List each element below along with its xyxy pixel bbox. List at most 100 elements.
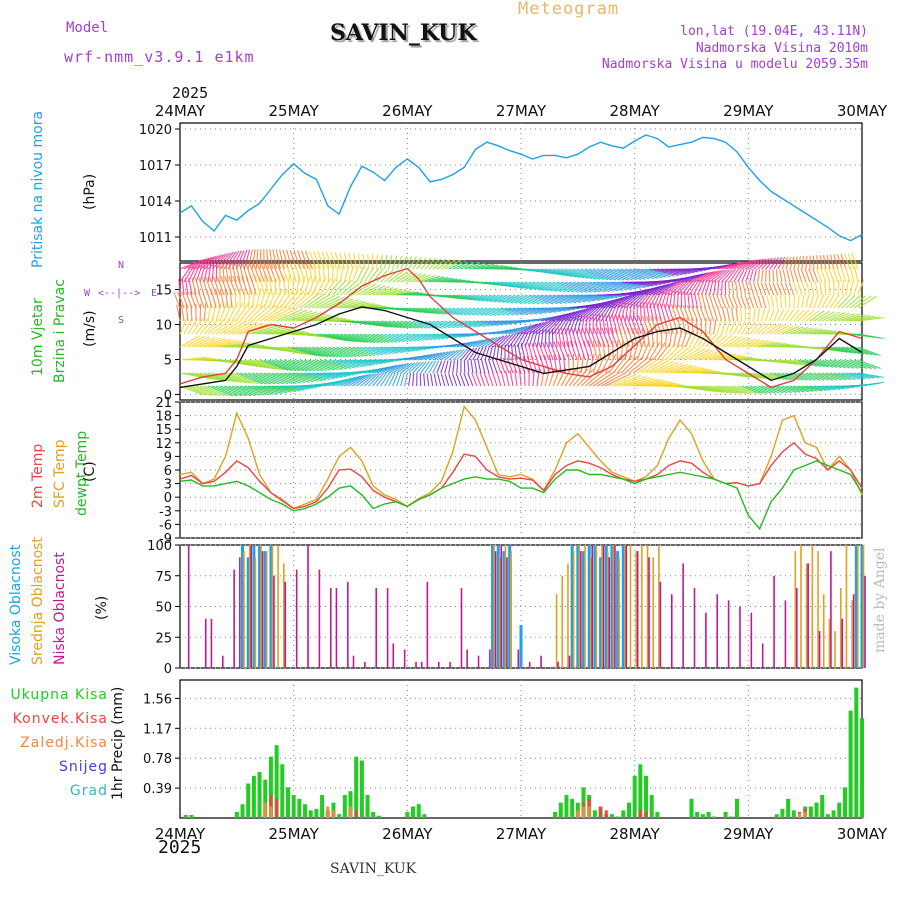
wind-barb [793, 295, 795, 309]
wind-barb [663, 316, 670, 335]
wind-barb [564, 307, 589, 322]
wind-barb [264, 372, 293, 385]
wind-barb [650, 316, 658, 335]
wind-barb [199, 318, 215, 335]
wind-barb [773, 344, 795, 348]
wind-barb [500, 307, 524, 316]
wind-barb [820, 268, 827, 283]
wind-barb [487, 371, 494, 387]
wind-barb [632, 290, 650, 309]
wind-barb [440, 360, 446, 374]
wind-barb [857, 381, 885, 387]
wind-barb [452, 261, 471, 270]
y-tick-label: -3 [159, 505, 172, 520]
wind-barb [538, 342, 546, 361]
wind-barb [641, 268, 671, 278]
wind-barb [459, 373, 466, 387]
wind-barb [809, 310, 825, 322]
wind-barb [620, 355, 639, 374]
wind-barb [396, 362, 413, 374]
wind-barb [651, 328, 654, 348]
wind-barb [464, 320, 485, 327]
wind-barb [456, 348, 468, 361]
wind-barb [727, 294, 735, 309]
wind-barb [380, 320, 402, 329]
compass-west: W [84, 288, 91, 299]
wind-barb [432, 333, 453, 339]
wind-barb [596, 371, 621, 387]
wind-barb [757, 341, 778, 348]
wind-barb [649, 268, 679, 276]
wind-barb [657, 268, 687, 275]
wind-barb [504, 325, 528, 335]
wind-barb [585, 327, 594, 348]
wind-barb [360, 346, 384, 356]
wind-barb [833, 346, 856, 354]
wind-barb [332, 279, 347, 296]
wind-barb [452, 307, 471, 316]
wind-barb [841, 294, 856, 309]
wind-barb [556, 268, 585, 279]
frz-precip-bar [803, 811, 807, 818]
total-precip-bar [337, 814, 342, 818]
y-tick-label: 25 [155, 631, 172, 646]
total-precip-bar [706, 811, 711, 818]
wind-barb [484, 294, 505, 304]
wind-barb [841, 314, 865, 322]
wind-barb [857, 279, 865, 296]
wind-barb [608, 301, 619, 322]
wind-barb [183, 335, 205, 348]
wind-barb [219, 251, 234, 270]
wind-barb [388, 255, 393, 270]
wind-barb [420, 352, 439, 361]
wind-barb [777, 325, 794, 335]
wind-barb [432, 320, 451, 329]
wind-barb [853, 265, 859, 283]
wind-barb [504, 294, 527, 305]
wind-barb [219, 302, 228, 322]
wind-barb [769, 324, 785, 335]
wind-barb [252, 359, 282, 371]
frz-precip-bar [326, 806, 330, 818]
wind-barb [805, 294, 810, 309]
total-precip-bar [564, 795, 569, 818]
pressure-line [179, 134, 863, 242]
wind-barb [544, 281, 570, 293]
model-elevation-label: Nadmorska Visina u modelu 2059.35m [601, 57, 868, 72]
wind-barb [781, 359, 802, 366]
wind-barb [318, 263, 321, 283]
wind-barb [352, 373, 371, 387]
wind-barb [788, 282, 795, 296]
wind-barb [719, 294, 727, 309]
total-precip-bar [649, 795, 654, 818]
wind-barb [554, 328, 558, 348]
wind-barb [352, 346, 376, 357]
wind-barb [841, 372, 866, 380]
total-precip-bar [621, 810, 626, 818]
wind-barb [259, 288, 267, 309]
wind-barb [826, 254, 831, 270]
wind-barb [476, 294, 497, 303]
wind-barb [542, 342, 550, 361]
wind-barb [625, 268, 654, 280]
wind-barb [584, 268, 613, 281]
wind-barb [805, 329, 827, 335]
wind-barb [769, 343, 791, 348]
wind-barb [645, 360, 670, 374]
wind-barb [697, 270, 717, 283]
wind-barb [616, 292, 640, 309]
wind-barb [464, 339, 484, 348]
wind-barb [416, 320, 435, 329]
wind-barb [516, 307, 543, 315]
wind-barb [665, 344, 681, 361]
wind-barb [368, 320, 392, 328]
y-tick-label: 1011 [139, 231, 172, 246]
wind-barb [583, 340, 590, 361]
wind-barb [229, 288, 233, 309]
frz-precip-bar [263, 802, 267, 818]
wind-barb [712, 306, 719, 322]
wind-barb [456, 360, 459, 374]
wind-barb [593, 327, 602, 348]
wind-barb [817, 372, 838, 381]
wind-barb [199, 372, 227, 382]
